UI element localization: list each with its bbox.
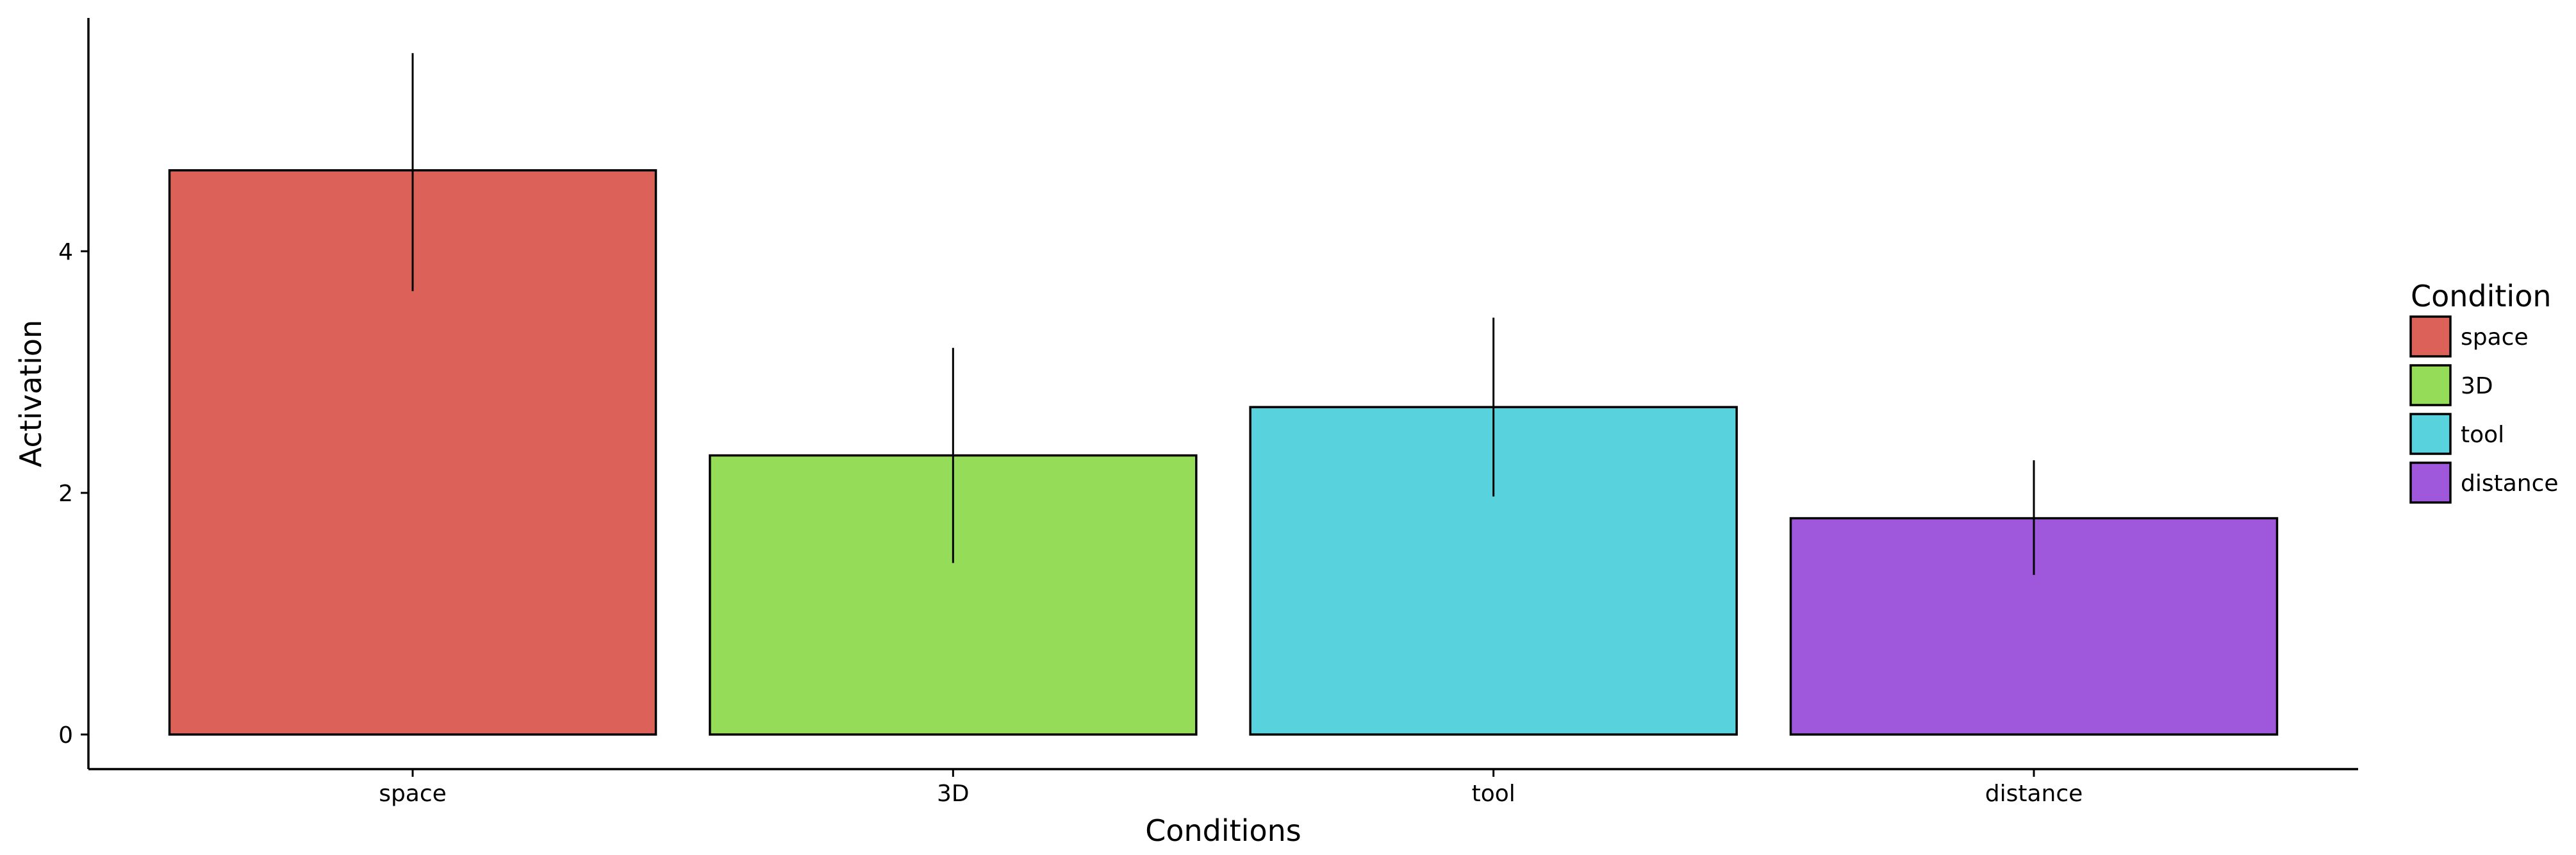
error-bars-group bbox=[411, 53, 2035, 576]
x-tick-label: 3D bbox=[937, 781, 970, 807]
y-ticks-group: 0 2 4 bbox=[58, 239, 88, 749]
x-tick-label: space bbox=[379, 781, 447, 807]
legend-title: Condition bbox=[2411, 279, 2552, 313]
x-ticks-group: space 3D tool distance bbox=[379, 769, 2083, 807]
y-tick-label: 4 bbox=[58, 239, 73, 265]
x-axis-title: Conditions bbox=[1145, 813, 1301, 848]
legend-items-group: space 3D tool distance bbox=[2409, 315, 2559, 504]
legend-label-3d: 3D bbox=[2461, 373, 2493, 399]
legend-swatch-distance bbox=[2409, 461, 2452, 504]
y-tick-label: 2 bbox=[58, 481, 73, 507]
y-tick-label: 0 bbox=[58, 722, 73, 749]
legend-label-space: space bbox=[2461, 324, 2529, 351]
legend-label-tool: tool bbox=[2461, 422, 2504, 448]
legend-swatch-tool bbox=[2409, 413, 2452, 455]
legend-label-distance: distance bbox=[2461, 470, 2559, 497]
legend: Condition space 3D tool distance bbox=[2409, 279, 2559, 504]
legend-swatch-3d bbox=[2409, 364, 2452, 406]
legend-swatch-space bbox=[2409, 315, 2452, 358]
y-axis-title: Activation bbox=[13, 320, 48, 467]
x-tick-label: tool bbox=[1472, 781, 1515, 807]
axes-group bbox=[87, 18, 2358, 770]
x-tick-label: distance bbox=[1985, 781, 2083, 807]
